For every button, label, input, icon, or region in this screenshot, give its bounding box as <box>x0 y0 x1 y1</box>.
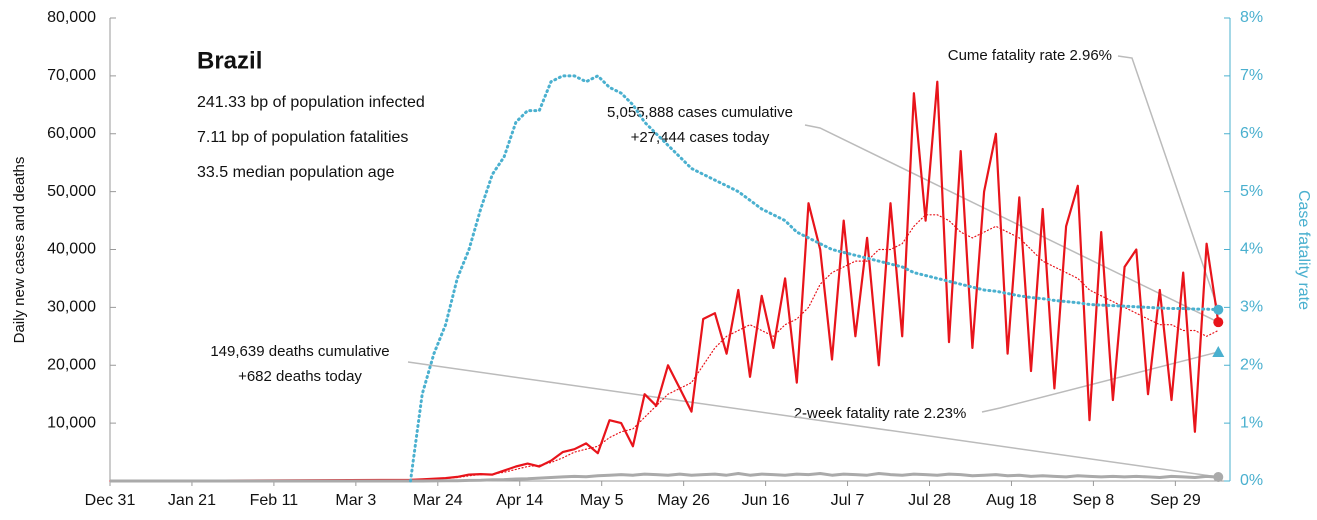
x-tick-label: Aug 18 <box>986 492 1037 509</box>
annotation: +27,444 cases today <box>631 129 770 146</box>
x-tick-label: Jan 21 <box>168 492 216 509</box>
x-tick-label: Dec 31 <box>85 492 136 509</box>
info-title: Brazil <box>197 47 262 74</box>
x-tick-label: May 26 <box>657 492 710 509</box>
y-tick-label: 10,000 <box>47 414 96 431</box>
info-line: 33.5 median population age <box>197 164 395 181</box>
two-week-marker <box>1212 345 1225 357</box>
x-tick-label: Jul 28 <box>908 492 951 509</box>
annotation: Cume fatality rate 2.96% <box>948 47 1112 64</box>
leader-line <box>981 351 1219 413</box>
y2-tick-label: 1% <box>1240 414 1263 431</box>
y2-tick-label: 4% <box>1240 241 1263 258</box>
series-line <box>109 214 1219 482</box>
x-tick-label: Apr 14 <box>496 492 543 509</box>
y-tick-label: 20,000 <box>47 356 96 373</box>
y-tick-label: 40,000 <box>47 241 96 258</box>
leader-line <box>407 361 1219 478</box>
leader-line <box>1117 55 1220 310</box>
leader-line <box>804 124 1219 323</box>
y2-tick-label: 3% <box>1240 299 1263 316</box>
y-tick-label: 50,000 <box>47 183 96 200</box>
annotation: 149,639 deaths cumulative <box>210 343 389 360</box>
y2-tick-label: 7% <box>1240 67 1263 84</box>
y2-tick-label: 6% <box>1240 125 1263 142</box>
series-line <box>409 74 1220 483</box>
x-tick-label: Sep 8 <box>1073 492 1115 509</box>
end-marker <box>1213 472 1224 483</box>
x-tick-label: Mar 24 <box>413 492 463 509</box>
annotation: +682 deaths today <box>238 368 362 385</box>
y-tick-label: 80,000 <box>47 9 96 26</box>
x-tick-label: Jun 16 <box>742 492 790 509</box>
y2-tick-label: 5% <box>1240 183 1263 200</box>
annotation: 2-week fatality rate 2.23% <box>794 405 967 422</box>
y2-tick-label: 8% <box>1240 9 1263 26</box>
end-marker <box>1213 304 1224 315</box>
info-line: 7.11 bp of population fatalities <box>197 129 408 146</box>
x-tick-label: May 5 <box>580 492 624 509</box>
series-line <box>110 472 1219 483</box>
y2-tick-label: 2% <box>1240 356 1263 373</box>
y2-axis-label: Case fatality rate <box>1295 190 1312 310</box>
x-tick-label: Jul 7 <box>831 492 865 509</box>
info-line: 241.33 bp of population infected <box>197 94 425 111</box>
y2-tick-label: 0% <box>1240 472 1263 489</box>
annotation: 5,055,888 cases cumulative <box>607 104 793 121</box>
x-tick-label: Mar 3 <box>335 492 376 509</box>
end-marker <box>1213 317 1224 328</box>
y-tick-label: 70,000 <box>47 67 96 84</box>
y-tick-label: 30,000 <box>47 299 96 316</box>
y-tick-label: 60,000 <box>47 125 96 142</box>
x-tick-label: Feb 11 <box>250 492 299 509</box>
x-tick-label: Sep 29 <box>1150 492 1201 509</box>
y-axis-label: Daily new cases and deaths <box>11 157 28 344</box>
